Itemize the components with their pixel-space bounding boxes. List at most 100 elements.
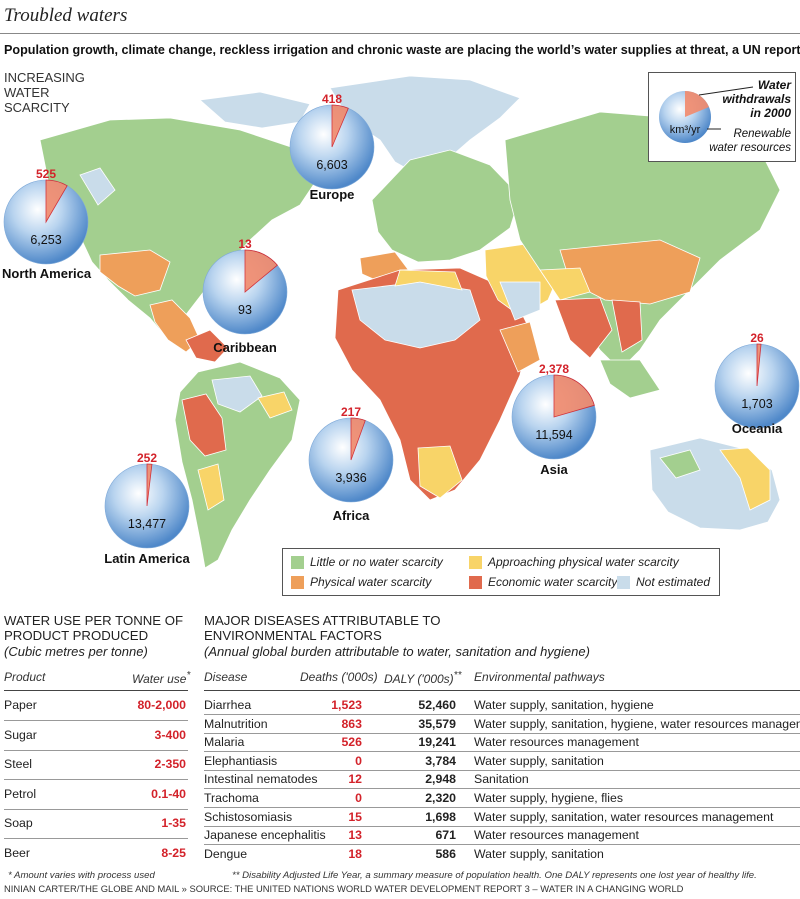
disease-row-rule xyxy=(204,769,800,771)
page-title: Troubled waters xyxy=(4,5,128,26)
water-use-value: 80-2,000 xyxy=(137,698,186,712)
withdrawal-value: 26 xyxy=(750,331,764,345)
diseases-header-rule xyxy=(204,690,800,691)
water-use-row-rule xyxy=(4,838,188,839)
disease-row-rule xyxy=(204,807,800,808)
legend-swatch xyxy=(291,555,304,569)
water-use-col-use-label: Water use xyxy=(132,672,187,686)
legend-label: Approaching physical water scarcity xyxy=(488,555,679,569)
disease-pathways: Water supply, sanitation xyxy=(474,753,604,768)
disease-deaths: 13 xyxy=(348,828,362,843)
diseases-heading: MAJOR DISEASES ATTRIBUTABLE TO ENVIRONME… xyxy=(204,613,440,643)
region-label: Africa xyxy=(333,508,371,523)
region-label: Caribbean xyxy=(213,340,277,355)
disease-name: Malnutrition xyxy=(204,716,268,731)
disease-row-rule xyxy=(204,732,800,734)
disease-row-rule xyxy=(204,844,800,846)
withdrawal-wedge xyxy=(350,417,366,461)
disease-name: Elephantiasis xyxy=(204,753,278,768)
disease-name: Malaria xyxy=(204,735,245,750)
withdrawal-value: 217 xyxy=(341,405,361,419)
diseases-footnote: ** Disability Adjusted Life Year, a summ… xyxy=(232,870,757,881)
legend-item-physical: Physical water scarcity xyxy=(291,575,431,589)
disease-deaths: 1,523 xyxy=(331,698,362,712)
disease-daly: 35,579 xyxy=(418,716,456,731)
region-label: Oceania xyxy=(732,421,783,436)
disease-row-rule xyxy=(204,788,800,790)
disease-daly: 2,948 xyxy=(425,772,456,787)
renewable-value: 6,253 xyxy=(30,233,61,247)
disease-name: Dengue xyxy=(204,846,248,861)
source-credit: NINIAN CARTER/THE GLOBE AND MAIL » SOURC… xyxy=(4,883,684,894)
legend-label: Little or no water scarcity xyxy=(310,555,443,569)
renewable-value: 3,936 xyxy=(335,471,366,485)
disease-deaths: 526 xyxy=(341,735,362,750)
map-legend: Little or no water scarcity Approaching … xyxy=(282,548,720,596)
disease-row-rule xyxy=(204,825,800,827)
water-use-heading: WATER USE PER TONNE OF PRODUCT PRODUCED xyxy=(4,613,183,643)
disease-daly: 1,698 xyxy=(425,809,456,824)
water-use-row-rule xyxy=(4,779,188,780)
disease-name: Schistosomiasis xyxy=(204,809,293,824)
region-label: Europe xyxy=(310,187,355,202)
water-use-col-use: Water use* xyxy=(132,670,190,686)
disease-pathways: Water supply, sanitation, water resource… xyxy=(474,809,774,824)
key-withdrawals-line: in 2000 xyxy=(750,106,791,120)
withdrawal-wedge xyxy=(45,179,68,224)
water-use-value: 2-350 xyxy=(154,757,186,771)
disease-daly: 586 xyxy=(435,846,456,861)
diseases-col-daly-label: DALY ('000s) xyxy=(384,672,454,686)
water-use-value: 1-35 xyxy=(161,816,186,830)
disease-pathways: Water resources management xyxy=(474,828,639,843)
renewable-value: 13,477 xyxy=(128,517,166,531)
key-renewable-line: Renewable xyxy=(733,128,791,140)
disease-pathways: Water supply, hygiene, flies xyxy=(474,791,623,805)
water-use-value: 8-25 xyxy=(161,845,186,860)
withdrawal-value: 525 xyxy=(36,167,56,181)
disease-pathways: Water resources management xyxy=(474,735,639,750)
diseases-col-daly-mark: ** xyxy=(453,670,462,681)
water-use-col-product: Product xyxy=(4,670,46,684)
water-use-header-rule xyxy=(4,690,188,691)
disease-row-rule xyxy=(204,714,800,715)
water-use-heading-line: WATER USE PER TONNE OF xyxy=(4,613,184,628)
water-use-row-rule xyxy=(4,720,188,721)
scarcity-label-line: SCARCITY xyxy=(4,100,70,115)
diseases-subheading: (Annual global burden attributable to wa… xyxy=(204,644,590,659)
disease-daly: 2,320 xyxy=(425,791,456,805)
withdrawal-wedge xyxy=(244,249,278,293)
key-withdrawals-line: Water xyxy=(758,78,792,92)
map-land xyxy=(39,75,781,569)
disease-deaths: 863 xyxy=(341,716,362,731)
disease-pathways: Water supply, sanitation, hygiene, water… xyxy=(474,716,800,731)
withdrawal-wedge xyxy=(331,104,349,148)
diseases-col-pathways: Environmental pathways xyxy=(474,670,605,684)
water-use-product: Steel xyxy=(4,757,33,771)
legend-label: Economic water scarcity xyxy=(488,575,618,589)
disease-daly: 52,460 xyxy=(418,698,456,712)
water-use-product: Petrol xyxy=(4,786,37,801)
renewable-value: 1,703 xyxy=(741,397,772,411)
region-label: Latin America xyxy=(104,551,190,566)
region-label: North America xyxy=(2,266,92,281)
disease-pathways: Sanitation xyxy=(474,772,529,787)
legend-item-approaching: Approaching physical water scarcity xyxy=(469,555,679,569)
legend-item-economic: Economic water scarcity xyxy=(469,575,617,589)
withdrawal-wedge xyxy=(756,343,762,387)
key-renewable-line: water resources xyxy=(709,142,791,154)
water-use-product: Beer xyxy=(4,845,30,860)
legend-label: Physical water scarcity xyxy=(310,575,432,589)
renewable-value: 93 xyxy=(238,303,252,317)
legend-swatch xyxy=(291,575,304,589)
diseases-col-disease: Disease xyxy=(204,670,248,684)
legend-item-not-estimated: Not estimated xyxy=(617,575,710,589)
water-use-row-rule xyxy=(4,749,188,751)
disease-name: Trachoma xyxy=(204,791,259,805)
water-use-value: 3-400 xyxy=(154,727,186,742)
water-use-footnote: * Amount varies with process used xyxy=(8,870,155,881)
disease-deaths: 0 xyxy=(355,791,362,805)
disease-deaths: 18 xyxy=(348,846,362,861)
key-leader-line xyxy=(698,86,754,96)
diseases-col-deaths: Deaths ('000s) xyxy=(300,670,378,684)
disease-deaths: 12 xyxy=(348,772,362,787)
